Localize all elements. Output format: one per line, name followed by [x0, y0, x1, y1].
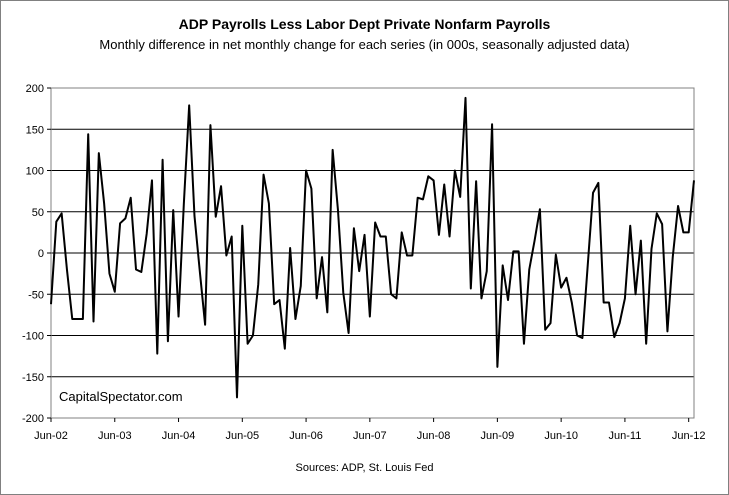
x-tick-label: Jun-12 — [672, 430, 706, 442]
x-tick-label: Jun-08 — [417, 430, 451, 442]
watermark: CapitalSpectator.com — [59, 389, 183, 404]
x-tick-label: Jun-03 — [98, 430, 132, 442]
y-tick-label: -100 — [22, 331, 44, 343]
y-tick-label: 200 — [26, 83, 44, 95]
y-tick-label: 0 — [38, 248, 44, 260]
y-tick-label: 150 — [26, 124, 44, 136]
x-tick-label: Jun-10 — [544, 430, 578, 442]
y-tick-label: 100 — [26, 166, 44, 178]
x-axis: Jun-02 Jun-03 Jun-04 Jun-05 Jun-06 Jun-07 Jun-… — [34, 418, 706, 442]
x-tick-label: Jun-04 — [162, 430, 196, 442]
source-note: Sources: ADP, St. Louis Fed — [295, 462, 434, 474]
x-tick-label: Jun-07 — [353, 430, 387, 442]
y-axis: 200 150 100 50 0 -50 -100 -150 -200 — [22, 83, 51, 425]
series-line — [50, 96, 695, 399]
x-tick-label: Jun-09 — [481, 430, 515, 442]
chart-title: ADP Payrolls Less Labor Dept Private Non… — [178, 16, 551, 32]
y-tick-label: -50 — [28, 289, 44, 301]
series-layer — [50, 96, 695, 399]
y-tick-label: -150 — [22, 372, 44, 384]
x-tick-label: Jun-11 — [609, 430, 642, 442]
chart-subtitle: Monthly difference in net monthly change… — [99, 37, 630, 52]
x-tick-label: Jun-06 — [289, 430, 323, 442]
y-tick-label: -200 — [22, 413, 44, 425]
x-tick-label: Jun-02 — [34, 430, 68, 442]
y-tick-label: 50 — [32, 207, 44, 219]
x-tick-label: Jun-05 — [225, 430, 259, 442]
